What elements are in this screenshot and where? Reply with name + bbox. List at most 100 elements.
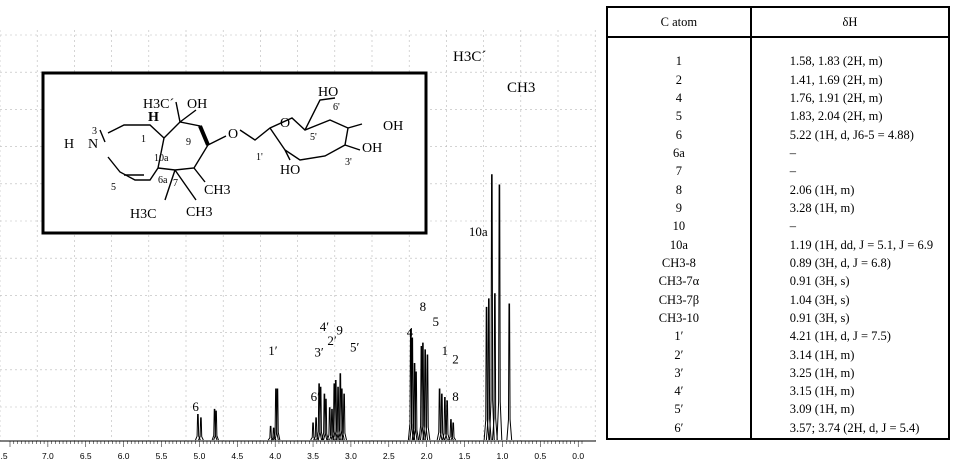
nmr-peak <box>273 388 279 441</box>
table-row: 4′ 3.15 (1H, m) <box>608 382 948 402</box>
peak-label: 8 <box>420 299 427 314</box>
table-row: 9 3.28 (1H, m) <box>608 199 948 218</box>
c-atom-cell: 2 <box>608 71 752 90</box>
atom-7: 7 <box>173 178 178 189</box>
c-atom-cell: 7 <box>608 162 752 182</box>
nmr-spectrum: .5 7.0 6.5 6.0 5.5 5.0 4.5 4.0 3.5 3.0 2.5 2.0 1.5 1.… <box>0 30 596 461</box>
peak-label: 6 <box>192 399 199 414</box>
table-row: CH3-8 0.89 (3H, d, J = 6.8) <box>608 254 948 273</box>
atom-ch3-7b: CH3 <box>186 205 212 220</box>
c-atom-cell: CH3-7α <box>608 272 752 292</box>
delta-h-cell: 1.19 (1H, dd, J = 5.1, J = 6.9 <box>789 237 934 252</box>
axis-tick-label: 7.0 <box>42 451 54 461</box>
nmr-peak <box>274 388 281 441</box>
atom-ch3-7a: H3C <box>130 207 156 222</box>
delta-h-cell: 1.83, 2.04 (2H, m) <box>789 109 883 124</box>
atom-5p: 5' <box>310 132 317 143</box>
axis-tick-label: 6.0 <box>118 451 130 461</box>
header-c-atom: C atom <box>608 8 752 38</box>
table-row: 5 1.83, 2.04 (2H, m) <box>608 107 948 127</box>
peak-label: 3′ <box>314 345 324 360</box>
peak-label: 5′ <box>350 340 360 355</box>
atom-h-n: H <box>64 137 74 152</box>
axis-tick-label: 0.5 <box>534 451 546 461</box>
table-row: 1 1.58, 1.83 (2H, m) <box>608 52 948 72</box>
atom-n: N <box>88 137 98 152</box>
c-atom-cell: 1′ <box>608 327 752 347</box>
nmr-peak <box>491 293 498 441</box>
table-row: CH3-7α 0.91 (3H, s) <box>608 272 948 292</box>
c-atom-cell: 10 <box>608 217 752 237</box>
axis-tick-label: .5 <box>0 451 7 461</box>
nmr-peak <box>213 410 219 441</box>
atom-ho-6p: HO <box>318 85 338 100</box>
axis-tick-label: 0.0 <box>572 451 584 461</box>
atom-oh-3p: OH <box>362 141 382 156</box>
c-atom-cell: 6 <box>608 126 752 145</box>
table-row: 6 5.22 (1H, d, J6-5 = 4.88) <box>608 126 948 145</box>
nmr-peak <box>496 184 503 441</box>
axis-tick-label: 3.5 <box>307 451 319 461</box>
table-row: CH3-7β 1.04 (3H, s) <box>608 291 948 310</box>
nmr-peak <box>317 386 324 441</box>
c-atom-cell: CH3-7β <box>608 291 752 310</box>
ppm-axis-labels: .5 7.0 6.5 6.0 5.5 5.0 4.5 4.0 3.5 3.0 2.5 2.0 1.5 1.… <box>0 451 584 461</box>
c-atom-cell: 5′ <box>608 401 752 420</box>
atom-oh-top: OH <box>187 97 207 112</box>
nmr-peak <box>488 174 495 441</box>
atom-1: 1 <box>141 134 146 145</box>
nmr-peak <box>341 393 347 441</box>
table-row: 2 1.41, 1.69 (2H, m) <box>608 71 948 90</box>
axis-tick-label: 3.0 <box>345 451 357 461</box>
peak-label: 9 <box>336 323 343 338</box>
nmr-peak <box>267 425 274 441</box>
table-row: 6′ 3.57; 3.74 (2H, d, J = 5.4) <box>608 419 948 438</box>
peak-label: 6′ <box>311 389 321 404</box>
axis-tick-label: 4.0 <box>269 451 281 461</box>
nmr-peak <box>424 354 431 441</box>
peak-label: 5 <box>433 314 440 329</box>
axis-tick-label: 2.5 <box>383 451 395 461</box>
delta-h-cell: 3.09 (1H, m) <box>789 402 855 417</box>
c-atom-cell: 6′ <box>608 419 752 438</box>
nmr-peak <box>450 422 457 441</box>
delta-h-cell: 1.41, 1.69 (2H, m) <box>789 72 883 87</box>
c-atom-cell: 9 <box>608 199 752 218</box>
nmr-peak <box>418 346 425 441</box>
nmr-peak <box>316 383 322 441</box>
chemical-structure: N H 3 H 1 10a 6a 5 7 9 OH H3C´ CH3 CH3 H… <box>41 71 428 235</box>
atom-1p: 1' <box>256 152 263 163</box>
delta-h-cell: 3.28 (1H, m) <box>789 200 855 215</box>
delta-h-cell: 1.76, 1.91 (2H, m) <box>789 90 883 105</box>
table-body: 1 1.58, 1.83 (2H, m) 2 1.41, 1.69 (2H, m) 4 1… <box>608 37 948 438</box>
c-atom-cell: 4′ <box>608 382 752 402</box>
axis-tick-label: 1.0 <box>497 451 509 461</box>
c-atom-cell: 6a <box>608 144 752 163</box>
delta-h-cell: 0.91 (3H, s) <box>789 310 850 325</box>
atom-h10a: H <box>148 110 159 125</box>
table-row: 4 1.76, 1.91 (2H, m) <box>608 89 948 108</box>
table-row: 1′ 4.21 (1H, d, J = 7.5) <box>608 327 948 347</box>
delta-h-cell: – <box>789 219 797 234</box>
peak-label: 4 <box>407 324 414 339</box>
peak-label: 2′ <box>327 333 337 348</box>
axis-tick-label: 4.5 <box>231 451 243 461</box>
axis-tick-label: 1.5 <box>459 451 471 461</box>
c-atom-cell: CH3-8 <box>608 254 752 273</box>
table-row: 7– <box>608 162 948 182</box>
table-row: 6a – <box>608 144 948 163</box>
axis-tick-label: 6.5 <box>80 451 92 461</box>
shift-table: C atom δH 1 1.58, 1.83 (2H, m) 2 1.41, 1.69… <box>608 8 948 438</box>
delta-h-cell: 3.15 (1H, m) <box>789 384 855 399</box>
table-row: 3′ 3.25 (1H, m) <box>608 364 948 383</box>
peak-label: 8 <box>452 389 459 404</box>
c-atom-cell: 2′ <box>608 346 752 365</box>
table-row: 10a 1.19 (1H, dd, J = 5.1, J = 6.9 <box>608 236 948 255</box>
delta-h-cell: 3.25 (1H, m) <box>789 365 855 380</box>
c-atom-cell: 5 <box>608 107 752 127</box>
table-row: 8 2.06 (1H, m) <box>608 181 948 200</box>
nmr-peak <box>413 371 419 441</box>
nmr-peak <box>331 383 338 441</box>
ch3-label: CH3 <box>507 80 535 96</box>
